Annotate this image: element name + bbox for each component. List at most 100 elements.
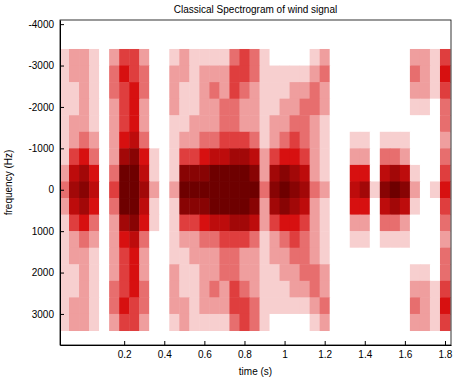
cell — [380, 264, 391, 281]
y-tick: 1000 — [32, 226, 64, 237]
cell — [310, 148, 321, 165]
cell — [280, 115, 291, 132]
cell — [119, 132, 130, 149]
x-tick-label: 1.6 — [398, 349, 412, 360]
x-tick-mark — [405, 341, 406, 345]
cell — [260, 66, 271, 83]
cell — [370, 82, 381, 99]
cell — [99, 215, 110, 232]
cell — [330, 181, 341, 198]
cell — [280, 99, 291, 116]
cell — [149, 297, 160, 314]
cell — [390, 264, 401, 281]
cell — [209, 297, 220, 314]
cell — [99, 314, 110, 331]
cell — [179, 215, 190, 232]
cell — [350, 281, 361, 298]
cell — [290, 82, 301, 99]
cell — [209, 99, 220, 116]
cell — [430, 314, 441, 331]
cell — [189, 198, 200, 215]
cell — [60, 115, 70, 132]
cell — [350, 132, 361, 149]
cell — [440, 49, 451, 66]
cell — [430, 248, 441, 265]
cell — [239, 297, 250, 314]
cell — [199, 198, 210, 215]
cell — [420, 66, 431, 83]
cell — [280, 165, 291, 182]
cell — [330, 115, 341, 132]
cell — [370, 264, 381, 281]
cell — [99, 132, 110, 149]
cell — [119, 165, 130, 182]
cell — [350, 82, 361, 99]
x-tick-mark — [325, 341, 326, 345]
cell — [229, 231, 240, 248]
cell — [440, 66, 451, 83]
cell — [189, 314, 200, 331]
x-tick: 1.6 — [398, 341, 412, 360]
cell — [189, 264, 200, 281]
cell — [300, 215, 311, 232]
cell — [239, 99, 250, 116]
cell — [360, 148, 371, 165]
cell — [219, 264, 230, 281]
cell — [139, 264, 150, 281]
cell — [129, 281, 140, 298]
cell — [189, 281, 200, 298]
cell — [239, 264, 250, 281]
cell — [89, 115, 100, 132]
cell — [340, 132, 351, 149]
cell — [169, 314, 180, 331]
cell — [420, 264, 431, 281]
cell — [420, 148, 431, 165]
y-tick-mark — [60, 190, 64, 191]
cell — [430, 281, 441, 298]
cell — [440, 248, 451, 265]
cell — [400, 281, 411, 298]
y-tick: 2000 — [32, 267, 64, 278]
cell — [109, 99, 120, 116]
cell — [129, 66, 140, 83]
cell — [410, 82, 421, 99]
cell — [330, 314, 341, 331]
cell — [189, 82, 200, 99]
cell — [79, 49, 90, 66]
cell — [390, 231, 401, 248]
cell — [360, 281, 371, 298]
cell — [330, 297, 341, 314]
cell — [119, 264, 130, 281]
cell — [270, 99, 281, 116]
cell — [89, 49, 100, 66]
cell — [179, 264, 190, 281]
cell — [209, 215, 220, 232]
cell — [320, 297, 331, 314]
cell — [79, 115, 90, 132]
cell — [209, 181, 220, 198]
cell — [159, 66, 170, 83]
cell — [360, 66, 371, 83]
cell — [89, 248, 100, 265]
cell — [189, 148, 200, 165]
cell — [290, 264, 301, 281]
cell — [69, 82, 80, 99]
cell — [169, 115, 180, 132]
cell — [189, 165, 200, 182]
cell — [199, 165, 210, 182]
cell — [400, 148, 411, 165]
x-tick-mark — [124, 341, 125, 345]
frame — [60, 20, 451, 345]
x-tick-label: 0.4 — [158, 349, 172, 360]
cell — [380, 99, 391, 116]
cell — [249, 181, 260, 198]
cell — [189, 99, 200, 116]
cell — [169, 181, 180, 198]
cell — [400, 132, 411, 149]
cell — [300, 148, 311, 165]
cell — [109, 297, 120, 314]
cell — [280, 132, 291, 149]
x-axis: 0.20.40.60.811.21.41.61.8 — [61, 341, 453, 360]
cell — [139, 248, 150, 265]
cell — [310, 82, 321, 99]
